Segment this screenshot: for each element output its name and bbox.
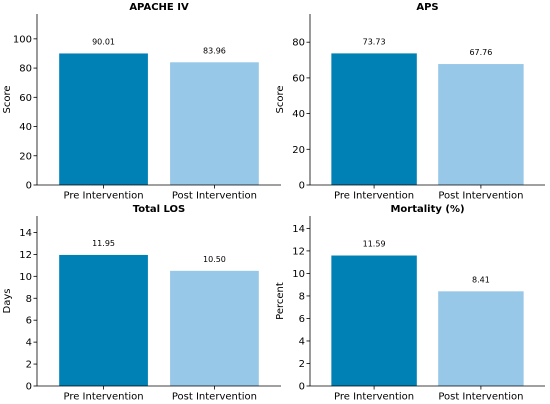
bar-pre: [331, 255, 417, 386]
y-axis-label: Score: [2, 85, 13, 113]
chart-title: Total LOS: [133, 204, 186, 215]
chart-title: APACHE IV: [129, 2, 189, 13]
y-tick-label: 2: [26, 360, 32, 371]
y-tick-label: 4: [26, 338, 32, 349]
bar-value-label: 11.95: [92, 239, 115, 248]
x-tick-label: Pre Intervention: [63, 191, 143, 202]
bar-value-label: 8.41: [472, 275, 490, 284]
y-tick-label: 0: [26, 382, 32, 393]
y-tick-label: 60: [19, 93, 32, 104]
y-tick-label: 80: [19, 64, 32, 75]
bar-post: [438, 291, 524, 386]
y-tick-label: 0: [299, 382, 305, 393]
bar-pre: [59, 53, 148, 186]
y-tick-label: 80: [292, 38, 305, 49]
x-tick-label: Pre Intervention: [334, 191, 414, 202]
y-tick-label: 8: [26, 294, 32, 305]
y-tick-label: 10: [292, 269, 305, 280]
y-tick-label: 0: [299, 181, 305, 192]
x-tick-label: Post Intervention: [172, 392, 257, 401]
x-tick-label: Post Intervention: [438, 392, 523, 401]
y-tick-label: 14: [292, 224, 305, 235]
x-tick-label: Pre Intervention: [334, 392, 414, 401]
y-tick-label: 0: [26, 181, 32, 192]
bar-post: [170, 62, 259, 185]
y-tick-label: 40: [19, 122, 32, 133]
y-tick-label: 2: [299, 359, 305, 370]
y-tick-label: 12: [19, 250, 32, 261]
y-tick-label: 8: [299, 291, 305, 302]
y-tick-label: 40: [292, 109, 305, 120]
chart-title: Mortality (%): [390, 204, 464, 215]
bar-pre: [59, 254, 148, 386]
y-tick-label: 6: [26, 316, 32, 327]
bar-value-label: 90.01: [92, 37, 115, 46]
y-tick-label: 4: [299, 336, 305, 347]
bar-post: [170, 270, 259, 386]
x-tick-label: Post Intervention: [172, 191, 257, 202]
x-tick-label: Pre Intervention: [63, 392, 143, 401]
y-tick-label: 20: [19, 151, 32, 162]
x-tick-label: Post Intervention: [438, 191, 523, 202]
y-tick-label: 12: [292, 246, 305, 257]
y-tick-label: 6: [299, 314, 305, 325]
bar-value-label: 10.50: [203, 255, 226, 264]
bar-value-label: 11.59: [363, 240, 386, 249]
y-axis-label: Percent: [275, 282, 286, 320]
y-tick-label: 14: [19, 228, 32, 239]
bar-value-label: 83.96: [203, 46, 226, 55]
y-tick-label: 10: [19, 272, 32, 283]
bar-value-label: 67.76: [469, 48, 492, 57]
y-axis-label: Days: [2, 289, 13, 314]
bar-pre: [331, 53, 417, 185]
bar-post: [438, 64, 524, 185]
chart-title: APS: [416, 2, 438, 13]
y-axis-label: Score: [275, 85, 286, 113]
y-tick-label: 100: [13, 34, 32, 45]
y-tick-label: 20: [292, 145, 305, 156]
y-tick-label: 60: [292, 73, 305, 84]
bar-value-label: 73.73: [363, 37, 386, 46]
